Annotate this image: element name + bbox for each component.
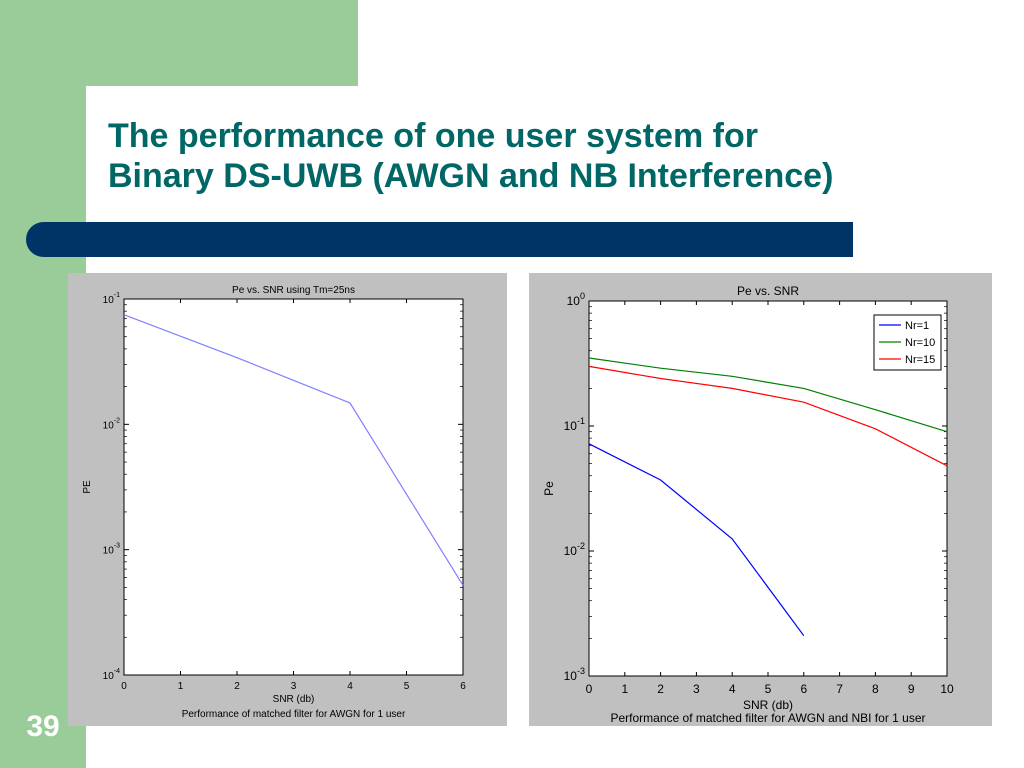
chart2-xtick-label: 3 — [693, 682, 700, 696]
chart2-xtick-label: 7 — [836, 682, 843, 696]
chart-left-figure: 0 1 2 3 4 5 6 10-1 10-2 10-3 10-4 Pe vs. SNR using … — [68, 273, 507, 726]
chart2-caption: Performance of matched filter for AWGN a… — [610, 711, 925, 725]
chart2-xtick-label: 1 — [621, 682, 628, 696]
chart1-xlabel: SNR (db) — [273, 694, 315, 705]
chart2-series-1-line — [588, 443, 805, 637]
chart2-ylabel: Pe — [542, 481, 556, 496]
chart1-ylabel: PE — [82, 480, 93, 494]
chart1-xtick-label: 3 — [291, 681, 297, 692]
chart1-xtick-label: 1 — [178, 681, 184, 692]
slide-title: The performance of one user system for B… — [108, 116, 988, 196]
chart2-series-2-line — [588, 357, 948, 433]
chart1-xtick-label: 2 — [234, 681, 240, 692]
chart2-xtick-label: 0 — [586, 682, 593, 696]
chart2-xtick-label: 6 — [800, 682, 807, 696]
chart1-series-1-line — [123, 314, 464, 586]
chart2-xlabel: SNR (db) — [743, 698, 793, 712]
slide-title-line-2: Binary DS-UWB (AWGN and NB Interference) — [108, 157, 834, 195]
top-green-band — [0, 0, 358, 86]
chart2-ytick-label: 10-1 — [564, 416, 585, 433]
chart2-ytick-label: 100 — [567, 291, 585, 308]
slide-title-line-1: The performance of one user system for — [108, 117, 758, 155]
chart2-ytick-label: 10-2 — [564, 541, 585, 558]
chart2-legend-label: Nr=1 — [905, 320, 929, 332]
chart-right-figure: 0 1 2 3 4 5 6 7 8 9 10 100 10-1 10-2 10-3 Pe vs. SNR SNR… — [529, 273, 992, 726]
chart2-series-3-line — [588, 365, 948, 467]
chart1-ytick-label: 10-1 — [103, 292, 120, 306]
chart1-ytick-label: 10-4 — [103, 668, 120, 682]
chart2-xtick-label: 5 — [765, 682, 772, 696]
chart1-xtick-label: 4 — [347, 681, 353, 692]
chart2-ytick-label: 10-3 — [564, 666, 585, 683]
title-underline-bar — [26, 222, 853, 257]
chart2-xtick-label: 4 — [729, 682, 736, 696]
chart2-legend-label: Nr=15 — [905, 354, 935, 366]
chart2-legend-label: Nr=10 — [905, 337, 935, 349]
chart1-xtick-label: 0 — [121, 681, 127, 692]
chart1-caption: Performance of matched filter for AWGN f… — [182, 709, 406, 720]
chart2-xtick-label: 9 — [908, 682, 915, 696]
content-corner — [86, 86, 206, 206]
chart2-title: Pe vs. SNR — [737, 284, 799, 298]
chart2-xtick-label: 2 — [657, 682, 664, 696]
chart1-xtick-label: 5 — [404, 681, 410, 692]
chart-left-svg: 0 1 2 3 4 5 6 10-1 10-2 10-3 10-4 Pe vs. SNR using … — [82, 285, 466, 720]
chart1-ytick-label: 10-3 — [103, 543, 120, 557]
chart1-axes-box — [123, 298, 464, 676]
slide-number: 39 — [26, 710, 60, 743]
chart2-xtick-label: 8 — [872, 682, 879, 696]
chart1-xtick-label: 6 — [460, 681, 466, 692]
chart2-xtick-label: 10 — [940, 682, 954, 696]
chart1-ytick-label: 10-2 — [103, 417, 120, 431]
chart1-title: Pe vs. SNR using Tm=25ns — [232, 285, 355, 296]
chart-right-svg: 0 1 2 3 4 5 6 7 8 9 10 100 10-1 10-2 10-3 Pe vs. SNR SNR… — [542, 284, 954, 725]
